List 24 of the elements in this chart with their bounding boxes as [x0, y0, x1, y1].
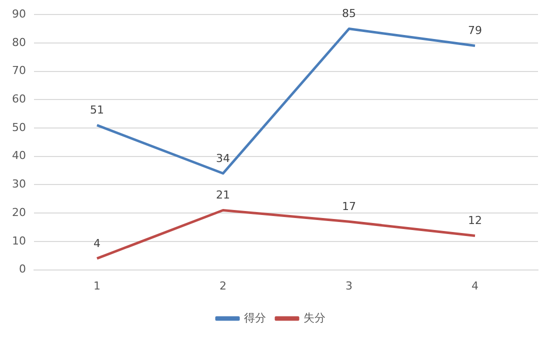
x-tick-label: 1	[93, 279, 100, 292]
y-tick-label: 0	[18, 262, 26, 276]
y-tick-label: 90	[12, 7, 26, 20]
legend-label: 得分	[244, 311, 266, 324]
y-tick-label: 40	[12, 149, 26, 162]
data-label: 34	[216, 152, 230, 165]
y-tick-label: 80	[12, 36, 26, 49]
y-tick-label: 20	[12, 206, 26, 219]
x-tick-label: 4	[472, 279, 478, 292]
x-tick-label: 3	[346, 279, 352, 292]
y-tick-label: 30	[12, 178, 26, 191]
legend-label: 失分	[304, 311, 326, 324]
data-label: 85	[342, 7, 356, 20]
data-label: 12	[468, 214, 482, 228]
y-tick-label: 70	[12, 64, 26, 78]
y-tick-label: 60	[12, 92, 26, 106]
data-label: 51	[90, 104, 104, 117]
data-label: 4	[93, 236, 100, 250]
data-label: 21	[216, 188, 230, 202]
data-label: 79	[468, 24, 482, 38]
y-tick-label: 50	[12, 120, 26, 134]
data-label: 17	[342, 200, 356, 213]
x-tick-label: 2	[220, 279, 226, 292]
y-tick-label: 10	[12, 234, 26, 248]
